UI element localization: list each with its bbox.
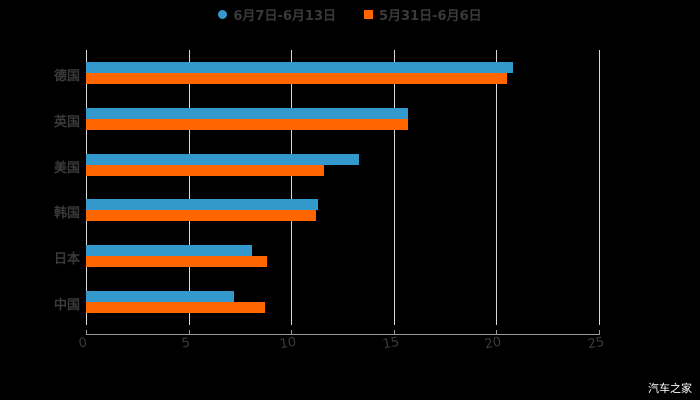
square-icon bbox=[364, 9, 373, 19]
y-category-label: 中国 bbox=[53, 298, 80, 313]
x-tick-label: 20 bbox=[483, 334, 503, 353]
bar[interactable] bbox=[86, 256, 267, 267]
gridline bbox=[394, 50, 395, 325]
x-tick-label: 5 bbox=[180, 335, 192, 352]
y-category-label: 德国 bbox=[53, 69, 80, 84]
y-category-label: 日本 bbox=[53, 252, 80, 267]
axis-tick bbox=[86, 330, 87, 335]
bar[interactable] bbox=[86, 245, 252, 256]
legend-label: 5月31日-6月6日 bbox=[379, 8, 482, 24]
legend: 6月7日-6月13日 5月31日-6月6日 bbox=[0, 4, 700, 24]
y-category-label: 美国 bbox=[53, 161, 80, 176]
axis-tick bbox=[394, 330, 395, 335]
bar[interactable] bbox=[86, 199, 318, 210]
x-tick-label: 25 bbox=[586, 334, 606, 353]
x-axis-line bbox=[86, 334, 600, 335]
axis-tick bbox=[189, 330, 190, 335]
legend-item-series1[interactable]: 6月7日-6月13日 bbox=[218, 5, 336, 24]
bar[interactable] bbox=[86, 108, 408, 119]
bar[interactable] bbox=[86, 119, 408, 130]
gridline bbox=[86, 50, 87, 325]
gridline bbox=[291, 50, 292, 325]
watermark: 汽车之家 bbox=[648, 382, 692, 395]
x-tick-label: 15 bbox=[381, 334, 401, 353]
circle-icon bbox=[218, 9, 228, 19]
bar[interactable] bbox=[86, 302, 265, 313]
bar[interactable] bbox=[86, 291, 234, 302]
x-tick-label: 0 bbox=[77, 335, 89, 352]
x-tick-label: 10 bbox=[278, 334, 298, 353]
gridline bbox=[496, 50, 497, 325]
legend-item-series2[interactable]: 5月31日-6月6日 bbox=[364, 5, 482, 24]
bar[interactable] bbox=[86, 165, 324, 176]
bar[interactable] bbox=[86, 210, 316, 221]
axis-tick bbox=[496, 330, 497, 335]
legend-label: 6月7日-6月13日 bbox=[233, 8, 336, 24]
axis-tick bbox=[291, 330, 292, 335]
gridline bbox=[189, 50, 190, 325]
y-category-label: 英国 bbox=[53, 115, 80, 130]
axis-tick bbox=[599, 330, 600, 335]
y-category-label: 韩国 bbox=[53, 206, 80, 221]
bar[interactable] bbox=[86, 73, 507, 84]
bar[interactable] bbox=[86, 154, 359, 165]
bar[interactable] bbox=[86, 62, 513, 73]
gridline bbox=[599, 50, 600, 325]
